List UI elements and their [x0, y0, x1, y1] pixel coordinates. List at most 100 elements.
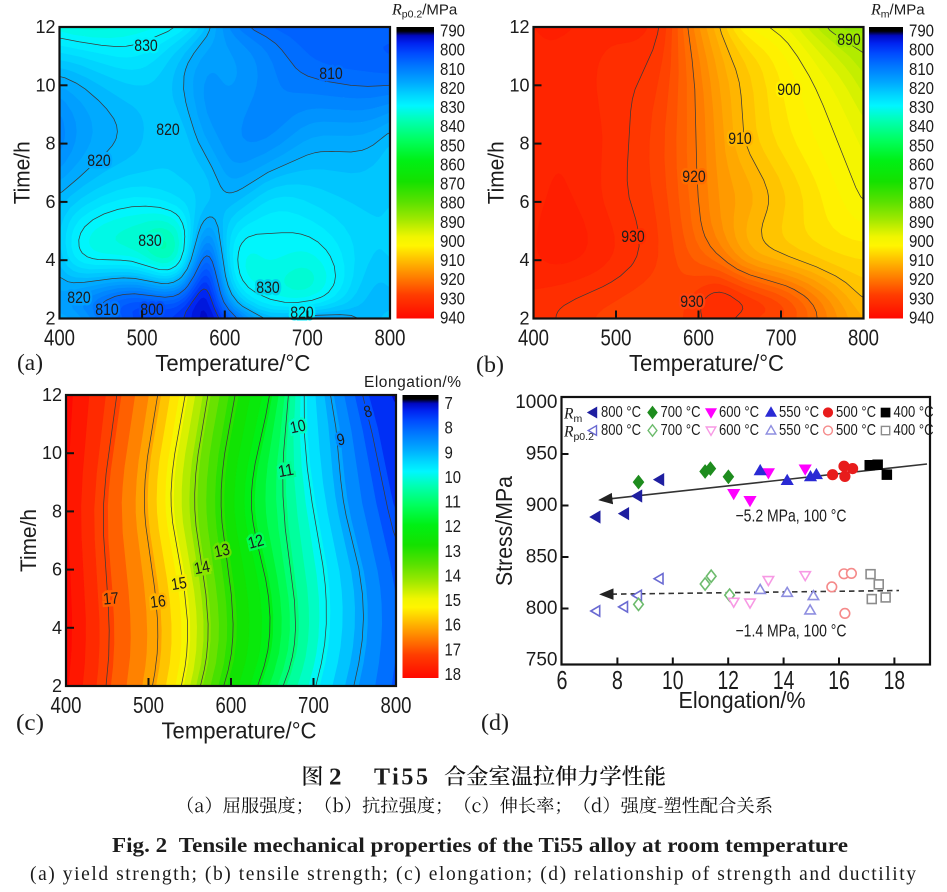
- svg-text:−1.4 MPa, 100 °C: −1.4 MPa, 100 °C: [736, 621, 847, 641]
- svg-text:930: 930: [680, 293, 704, 311]
- svg-text:16: 16: [149, 592, 167, 612]
- svg-text:6: 6: [557, 667, 568, 695]
- svg-text:820: 820: [87, 152, 111, 170]
- svg-text:880: 880: [440, 193, 465, 213]
- svg-text:9: 9: [445, 442, 453, 462]
- svg-text:910: 910: [728, 130, 752, 148]
- svg-text:17: 17: [102, 589, 119, 608]
- svg-text:600: 600: [216, 692, 247, 718]
- svg-text:890: 890: [440, 212, 465, 232]
- svg-text:11: 11: [277, 461, 295, 481]
- svg-text:850: 850: [909, 135, 934, 155]
- svg-text:14: 14: [193, 558, 212, 579]
- svg-text:500 °C: 500 °C: [836, 404, 876, 421]
- svg-text:Temperature/°C: Temperature/°C: [629, 350, 784, 376]
- svg-text:820: 820: [156, 121, 180, 139]
- svg-text:Rp0.2: Rp0.2: [563, 424, 594, 444]
- svg-text:790: 790: [909, 21, 934, 41]
- svg-text:900: 900: [909, 231, 934, 251]
- svg-text:6: 6: [45, 192, 55, 212]
- svg-text:400 °C: 400 °C: [894, 404, 934, 421]
- svg-text:800: 800: [440, 40, 465, 60]
- svg-text:850: 850: [440, 135, 465, 155]
- svg-text:10: 10: [509, 75, 529, 95]
- svg-text:790: 790: [440, 21, 465, 41]
- svg-text:860: 860: [909, 154, 934, 174]
- svg-text:800: 800: [375, 324, 406, 350]
- svg-text:830: 830: [134, 37, 158, 55]
- svg-text:10: 10: [662, 667, 684, 695]
- svg-text:930: 930: [909, 288, 934, 308]
- svg-text:10: 10: [42, 443, 62, 463]
- svg-text:810: 810: [95, 301, 119, 319]
- svg-text:4: 4: [52, 618, 62, 638]
- svg-text:11: 11: [445, 492, 462, 512]
- svg-text:600: 600: [209, 324, 240, 350]
- svg-text:(d): (d): [481, 710, 509, 735]
- svg-text:910: 910: [909, 250, 934, 270]
- svg-text:8: 8: [519, 134, 529, 154]
- svg-text:700: 700: [766, 324, 797, 350]
- svg-text:800: 800: [848, 324, 879, 350]
- svg-text:8: 8: [52, 501, 62, 521]
- svg-text:820: 820: [909, 78, 934, 98]
- svg-text:Elongation/%: Elongation/%: [364, 374, 461, 391]
- svg-text:930: 930: [440, 288, 465, 308]
- svg-text:700 °C: 700 °C: [661, 422, 701, 439]
- svg-text:930: 930: [621, 228, 645, 246]
- svg-text:870: 870: [440, 174, 465, 194]
- svg-text:(a): (a): [17, 350, 43, 375]
- svg-text:830: 830: [440, 97, 465, 117]
- svg-text:−5.2 MPa, 100 °C: −5.2 MPa, 100 °C: [736, 506, 847, 526]
- svg-text:910: 910: [440, 250, 465, 270]
- svg-text:500: 500: [133, 692, 164, 718]
- svg-text:500 °C: 500 °C: [836, 422, 876, 439]
- svg-text:16: 16: [828, 667, 850, 695]
- svg-text:840: 840: [909, 116, 934, 136]
- svg-text:750: 750: [526, 650, 558, 671]
- svg-text:Rm: Rm: [563, 406, 582, 426]
- svg-text:8: 8: [45, 134, 55, 154]
- svg-text:600: 600: [683, 324, 714, 350]
- svg-text:920: 920: [440, 269, 465, 289]
- svg-text:Time/h: Time/h: [16, 509, 41, 572]
- svg-text:700: 700: [292, 324, 323, 350]
- svg-text:940: 940: [909, 308, 934, 328]
- svg-text:6: 6: [52, 560, 62, 580]
- svg-text:6: 6: [519, 192, 529, 212]
- svg-text:820: 820: [440, 78, 465, 98]
- svg-text:700 °C: 700 °C: [661, 404, 701, 421]
- svg-text:Rp0.2/MPa: Rp0.2/MPa: [391, 2, 458, 21]
- svg-text:800: 800: [140, 301, 164, 319]
- svg-text:Rm/MPa: Rm/MPa: [870, 2, 925, 21]
- svg-text:(b): (b): [476, 352, 504, 377]
- svg-text:1000: 1000: [515, 392, 557, 413]
- svg-text:15: 15: [170, 574, 188, 594]
- svg-text:920: 920: [682, 168, 706, 186]
- svg-text:Temperature/°C: Temperature/°C: [162, 718, 317, 744]
- svg-text:550 °C: 550 °C: [779, 404, 819, 421]
- svg-text:920: 920: [909, 269, 934, 289]
- svg-text:10: 10: [445, 467, 462, 487]
- svg-text:12: 12: [445, 516, 462, 536]
- svg-text:Temperature/°C: Temperature/°C: [155, 350, 310, 376]
- svg-text:500: 500: [601, 324, 632, 350]
- svg-text:2: 2: [519, 309, 529, 329]
- svg-text:2: 2: [52, 676, 62, 696]
- svg-text:500: 500: [127, 324, 158, 350]
- svg-text:800: 800: [526, 598, 558, 619]
- svg-text:800: 800: [909, 40, 934, 60]
- svg-text:8: 8: [445, 418, 453, 438]
- svg-text:870: 870: [909, 174, 934, 194]
- svg-text:800 °C: 800 °C: [601, 422, 641, 439]
- svg-text:810: 810: [319, 65, 343, 83]
- svg-text:860: 860: [440, 154, 465, 174]
- svg-text:830: 830: [138, 232, 162, 250]
- svg-text:2: 2: [329, 765, 342, 791]
- svg-text:14: 14: [445, 566, 462, 586]
- svg-text:16: 16: [445, 615, 462, 635]
- svg-text:850: 850: [526, 547, 558, 568]
- svg-text:Fig. 2 Tensile mechanical pro: Fig. 2 Tensile mechanical properties of …: [112, 833, 848, 857]
- svg-text:600 °C: 600 °C: [719, 422, 759, 439]
- svg-text:12: 12: [509, 17, 529, 37]
